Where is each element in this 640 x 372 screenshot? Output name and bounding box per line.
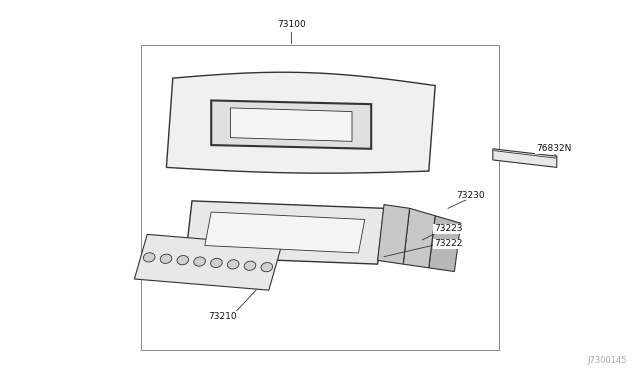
Ellipse shape — [244, 261, 256, 270]
Ellipse shape — [261, 263, 273, 272]
Text: 73230: 73230 — [456, 191, 484, 200]
Text: 73210: 73210 — [209, 312, 237, 321]
Ellipse shape — [194, 257, 205, 266]
Text: 76832N: 76832N — [536, 144, 572, 153]
Text: J7300145: J7300145 — [588, 356, 627, 365]
Polygon shape — [493, 149, 557, 167]
Polygon shape — [205, 212, 365, 253]
Polygon shape — [186, 201, 384, 264]
Ellipse shape — [177, 256, 189, 265]
Polygon shape — [403, 208, 435, 268]
Bar — [141, 45, 499, 350]
Polygon shape — [429, 216, 461, 272]
Polygon shape — [378, 205, 410, 264]
Polygon shape — [230, 108, 352, 141]
Polygon shape — [166, 72, 435, 173]
Ellipse shape — [227, 260, 239, 269]
Polygon shape — [211, 100, 371, 149]
Text: 73222: 73222 — [434, 239, 462, 248]
Text: 73100: 73100 — [277, 20, 305, 29]
Ellipse shape — [143, 253, 155, 262]
Ellipse shape — [160, 254, 172, 263]
Polygon shape — [134, 234, 282, 290]
Ellipse shape — [211, 258, 222, 267]
Text: 73223: 73223 — [434, 224, 462, 233]
